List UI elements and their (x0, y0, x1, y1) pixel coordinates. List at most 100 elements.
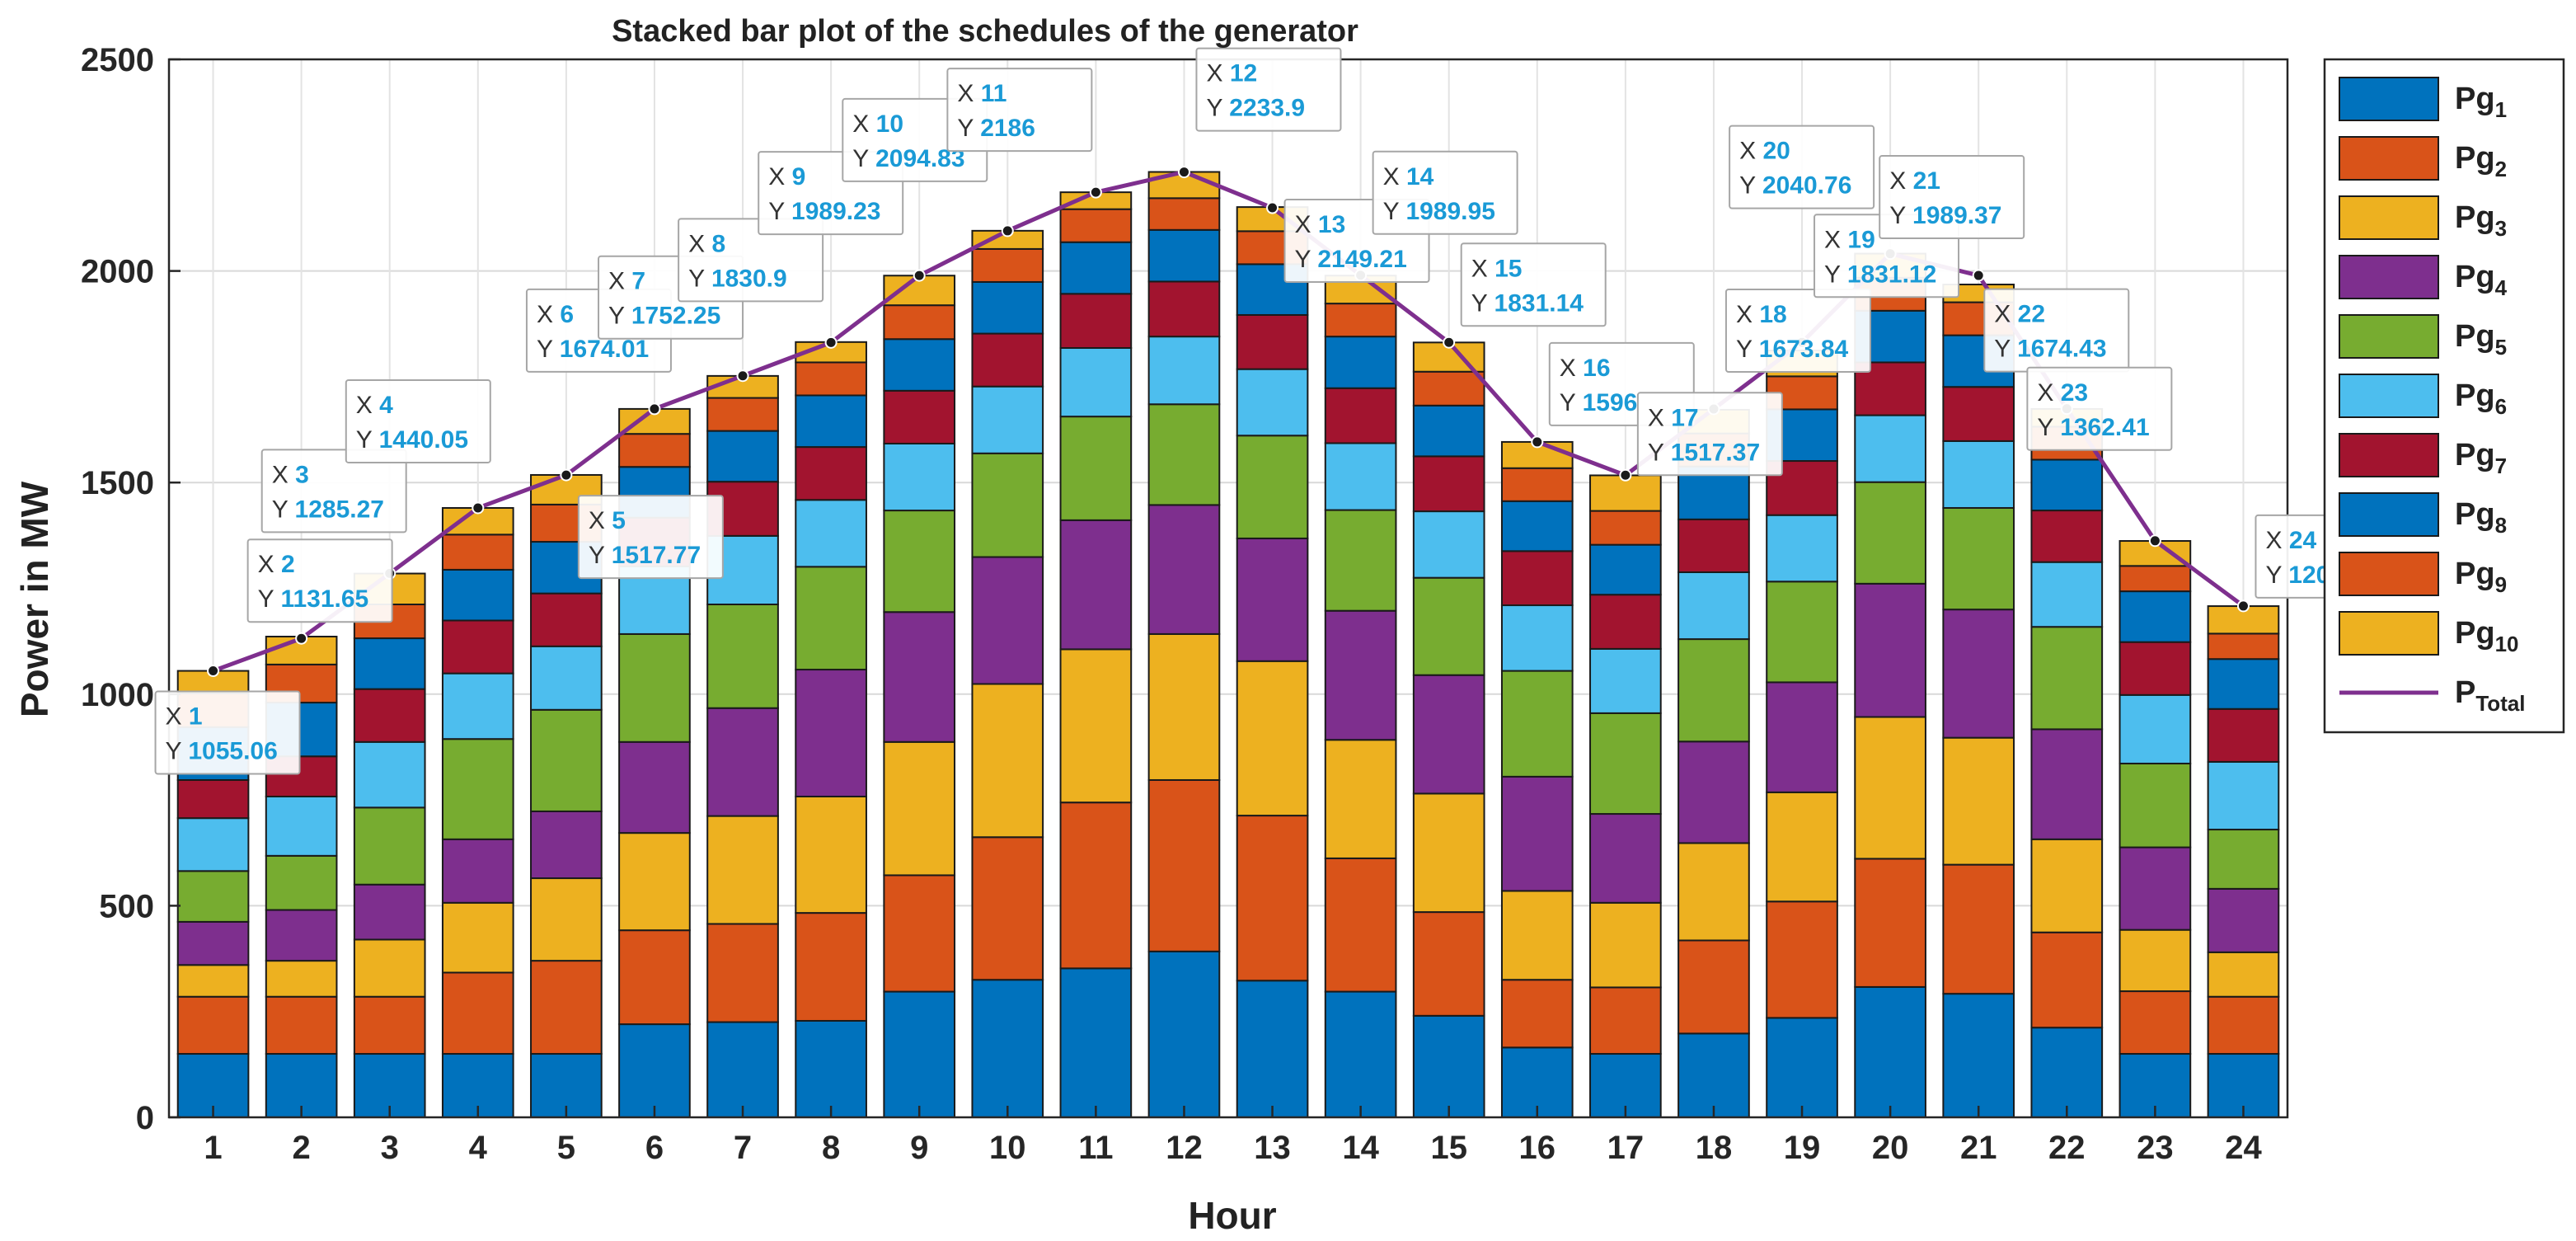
bar-segment (618, 929, 691, 1026)
bar-segment (1854, 858, 1926, 988)
bar-segment (1766, 514, 1838, 583)
data-tip: X 23 Y 1362.41 (2026, 366, 2173, 451)
bar-segment (1854, 414, 1926, 483)
bar-segment (2207, 829, 2280, 890)
data-tip-y: Y 2149.21 (1295, 246, 1407, 273)
total-point (1177, 166, 1190, 179)
bar-segment (1589, 647, 1662, 714)
legend-label: Pg3 (2455, 200, 2507, 241)
data-tip-x: X 4 (356, 392, 393, 419)
bar-segment (1942, 609, 2015, 739)
bar-segment (795, 361, 867, 397)
bar-segment (706, 707, 779, 817)
bar-segment (2207, 951, 2280, 998)
bar-segment (883, 304, 956, 341)
bar-segment (1236, 980, 1309, 1119)
legend-label: Pg9 (2455, 557, 2507, 597)
data-tip-y: Y 1055.06 (166, 738, 278, 765)
data-tip-x: X 16 (1560, 355, 1611, 382)
bar-segment (176, 870, 250, 923)
bar-segment (1412, 911, 1485, 1017)
bar-segment (1412, 1014, 1485, 1119)
x-tick-label: 17 (1607, 1130, 1645, 1166)
x-tick-label: 12 (1166, 1130, 1203, 1166)
data-tip-y: Y 1831.12 (1824, 261, 1936, 288)
data-tip-y: Y 1673.84 (1736, 336, 1849, 363)
data-tip-x: X 6 (537, 301, 574, 328)
data-tip: X 4 Y 1440.05 (345, 378, 491, 463)
data-tip-box (1729, 125, 1875, 209)
bar-segment (2207, 658, 2280, 710)
bar-segment (1677, 1032, 1750, 1118)
data-tip-x: X 20 (1739, 138, 1790, 165)
bar-segment (706, 923, 779, 1023)
bar-segment (2207, 995, 2280, 1055)
data-tip-y: Y 1517.37 (1648, 439, 1760, 466)
bar-segment (1942, 506, 2015, 611)
data-tip-box (1636, 392, 1783, 477)
bar-segment (1412, 576, 1485, 676)
bar-segment (971, 280, 1044, 335)
bar-segment (441, 619, 514, 675)
bar-segment (971, 247, 1044, 283)
bar-segment (353, 740, 426, 809)
legend-swatch (2339, 552, 2439, 596)
bar-segment (1766, 1017, 1838, 1118)
bar-segment (883, 874, 956, 993)
legend-swatch (2339, 611, 2439, 656)
data-tip-box (1460, 242, 1607, 327)
x-axis-label: Hour (1188, 1194, 1276, 1237)
legend-label: Pg7 (2455, 438, 2507, 478)
bar-segment (1500, 500, 1574, 552)
data-tip-y: Y 1989.23 (768, 198, 880, 225)
bar-segment (883, 510, 956, 613)
bar-segment (1059, 967, 1133, 1119)
bar-segment (1147, 228, 1221, 283)
data-tip-box (577, 495, 724, 580)
bar-segment (353, 995, 426, 1055)
bar-segment (971, 556, 1044, 685)
bar-segment (2030, 728, 2104, 840)
bar-segment (530, 592, 603, 647)
x-tick-label: 19 (1784, 1130, 1821, 1166)
total-point (1266, 201, 1279, 214)
bar-segment (1324, 509, 1397, 612)
legend-swatch (2339, 136, 2439, 181)
legend-swatch (2339, 492, 2439, 537)
bar-segment (795, 566, 867, 671)
bar-segment (1500, 467, 1574, 502)
bar-segment (618, 433, 691, 468)
bar-segment (265, 795, 338, 857)
legend-label: Pg2 (2455, 141, 2507, 181)
bar-segment (1147, 950, 1221, 1118)
bar-segment (1059, 519, 1133, 651)
legend-label: Pg5 (2455, 319, 2507, 360)
data-tip-x: X 15 (1471, 255, 1523, 282)
data-tip-box (154, 690, 301, 775)
data-tip-box (1372, 150, 1518, 235)
bar-segment (1059, 416, 1133, 521)
bar-segment (1677, 571, 1750, 641)
total-point (472, 501, 485, 515)
bar-segment (353, 688, 426, 743)
data-tip: X 5 Y 1517.77 (577, 495, 724, 580)
bar-segment (1147, 336, 1221, 406)
total-point (2236, 599, 2250, 613)
legend-label: Pg4 (2455, 260, 2508, 300)
data-tip: X 3 Y 1285.27 (260, 449, 407, 534)
bar-segment (1500, 670, 1574, 778)
data-tip-x: X 7 (608, 268, 645, 295)
bar-segment (706, 430, 779, 483)
data-tip-x: X 21 (1889, 167, 1940, 195)
data-tip-box (1879, 155, 2025, 240)
bar-segment (795, 499, 867, 568)
legend: Pg1 Pg2 Pg3 Pg4 Pg5 Pg6 Pg7 Pg8 Pg9 Pg10 PTotal (2323, 58, 2565, 734)
bar-segment (1589, 543, 1662, 596)
data-tip-x: X 24 (2265, 527, 2316, 554)
data-tip-x: X 9 (768, 163, 805, 190)
legend-label: Pg10 (2455, 616, 2518, 656)
bar-segment (530, 708, 603, 812)
total-point (560, 468, 573, 482)
bar-segment (2119, 693, 2192, 764)
bar-segment (1589, 594, 1662, 650)
